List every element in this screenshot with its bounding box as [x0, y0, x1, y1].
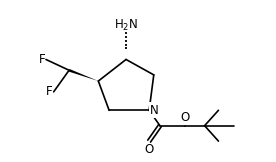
Text: F: F [46, 85, 53, 98]
Text: O: O [145, 143, 154, 156]
Text: N: N [150, 104, 159, 117]
Text: O: O [180, 111, 189, 124]
Text: F: F [39, 53, 45, 66]
Text: H$_2$N: H$_2$N [114, 17, 138, 33]
Polygon shape [69, 69, 98, 81]
